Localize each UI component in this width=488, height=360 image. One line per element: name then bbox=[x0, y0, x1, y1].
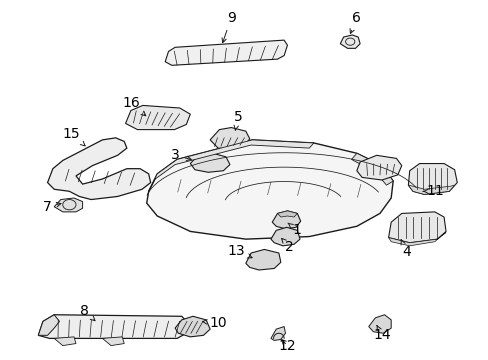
Polygon shape bbox=[388, 233, 445, 246]
Text: 8: 8 bbox=[80, 304, 95, 321]
Polygon shape bbox=[165, 40, 287, 65]
Text: 7: 7 bbox=[43, 200, 61, 214]
Text: 5: 5 bbox=[233, 110, 242, 130]
Polygon shape bbox=[270, 327, 285, 341]
Polygon shape bbox=[368, 315, 390, 333]
Polygon shape bbox=[54, 198, 82, 212]
Polygon shape bbox=[272, 211, 300, 229]
Polygon shape bbox=[47, 138, 150, 199]
Polygon shape bbox=[388, 212, 445, 243]
Polygon shape bbox=[407, 185, 454, 194]
Text: 12: 12 bbox=[278, 339, 296, 352]
Polygon shape bbox=[38, 315, 188, 338]
Text: 15: 15 bbox=[62, 127, 85, 146]
Polygon shape bbox=[270, 227, 300, 246]
Text: 9: 9 bbox=[222, 11, 235, 42]
Text: 6: 6 bbox=[349, 11, 361, 33]
Text: 11: 11 bbox=[422, 184, 443, 198]
Text: 14: 14 bbox=[372, 325, 390, 342]
Polygon shape bbox=[351, 153, 392, 185]
Polygon shape bbox=[245, 249, 280, 270]
Polygon shape bbox=[190, 153, 229, 172]
Text: 13: 13 bbox=[227, 244, 252, 258]
Polygon shape bbox=[146, 140, 392, 239]
Text: 1: 1 bbox=[287, 223, 301, 237]
Text: 16: 16 bbox=[122, 96, 145, 116]
Polygon shape bbox=[125, 105, 190, 130]
Text: 10: 10 bbox=[202, 316, 226, 330]
Text: 2: 2 bbox=[281, 238, 293, 254]
Polygon shape bbox=[102, 337, 124, 346]
Polygon shape bbox=[407, 163, 456, 194]
Polygon shape bbox=[175, 316, 210, 337]
Polygon shape bbox=[54, 337, 76, 346]
Polygon shape bbox=[340, 35, 359, 48]
Text: 4: 4 bbox=[400, 240, 410, 259]
Text: 3: 3 bbox=[170, 148, 191, 162]
Polygon shape bbox=[277, 211, 297, 217]
Polygon shape bbox=[356, 155, 401, 180]
Polygon shape bbox=[148, 140, 313, 191]
Polygon shape bbox=[210, 127, 249, 149]
Polygon shape bbox=[38, 315, 60, 335]
